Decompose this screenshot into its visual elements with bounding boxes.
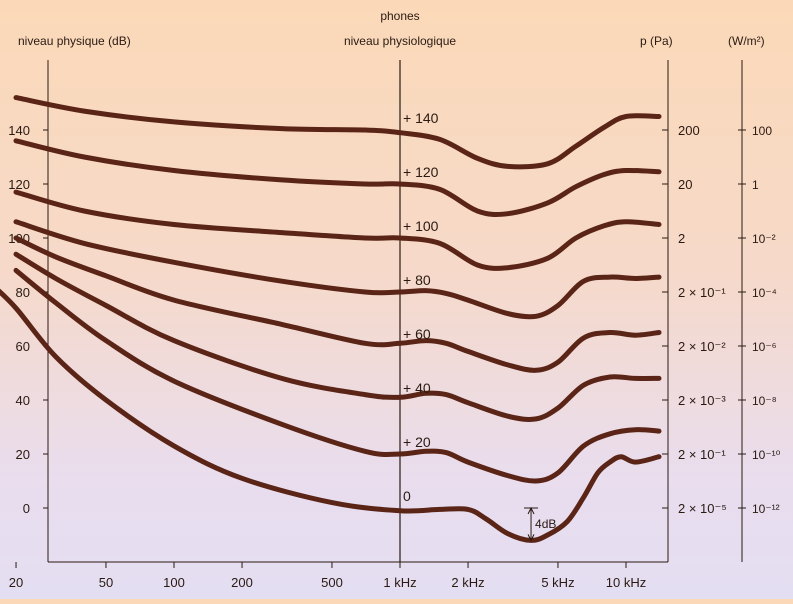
intensity-tick-label: 10⁻⁶ bbox=[752, 340, 777, 354]
curve-phon-120 bbox=[13, 138, 662, 217]
curve-label-60: + 60 bbox=[403, 326, 431, 342]
x-tick-label: 2 kHz bbox=[451, 575, 484, 590]
annotation-arrowhead-up bbox=[527, 506, 535, 515]
y-tick-label: 120 bbox=[8, 177, 30, 192]
y-tick-label: 0 bbox=[23, 501, 30, 516]
x-tick-label: 500 bbox=[321, 575, 343, 590]
y-axis-label-pressure: p (Pa) bbox=[640, 34, 673, 48]
y-tick-label: 60 bbox=[16, 339, 30, 354]
curve-label-0: 0 bbox=[403, 488, 411, 504]
pressure-tick-label: 2 × 10⁻¹ bbox=[678, 447, 726, 462]
curve-phon-20 bbox=[13, 267, 662, 484]
curve-phon-100 bbox=[13, 189, 662, 271]
x-tick-label: 1 kHz bbox=[383, 575, 416, 590]
chart-subtitle: niveau physiologique bbox=[344, 34, 456, 48]
curve-label-140: + 140 bbox=[403, 110, 439, 126]
curve-phon-0 bbox=[0, 288, 662, 543]
x-tick-label: 5 kHz bbox=[541, 575, 574, 590]
curve-phon-80 bbox=[13, 219, 662, 320]
x-tick-label: 50 bbox=[99, 575, 113, 590]
pressure-tick-label: 2 × 10⁻³ bbox=[678, 393, 726, 408]
curve-label-120: + 120 bbox=[403, 164, 439, 180]
annotation-label: 4dB bbox=[535, 517, 556, 531]
intensity-tick-label: 10⁻² bbox=[752, 232, 776, 246]
y-tick-label: 140 bbox=[8, 123, 30, 138]
chart-title: phones bbox=[380, 9, 419, 23]
pressure-tick-label: 20 bbox=[678, 177, 692, 192]
y-axis-label-left: niveau physique (dB) bbox=[18, 34, 131, 48]
intensity-tick-label: 10⁻⁸ bbox=[752, 394, 777, 408]
pressure-tick-label: 2 bbox=[678, 231, 685, 246]
curve-label-80: + 80 bbox=[403, 272, 431, 288]
x-tick-label: 10 kHz bbox=[606, 575, 646, 590]
y-tick-label: 80 bbox=[16, 285, 30, 300]
x-tick-label: 100 bbox=[163, 575, 185, 590]
pressure-tick-label: 2 × 10⁻⁵ bbox=[678, 501, 727, 516]
curve-label-20: + 20 bbox=[403, 434, 431, 450]
x-tick-label: 20 bbox=[9, 575, 23, 590]
annotation-arrowhead-down bbox=[527, 534, 535, 542]
curve-phon-40 bbox=[13, 251, 662, 422]
intensity-tick-label: 10⁻¹² bbox=[752, 502, 780, 516]
y-axis-label-intensity: (W/m²) bbox=[728, 34, 765, 48]
curve-phon-60 bbox=[13, 235, 662, 373]
curve-phon-140 bbox=[13, 95, 662, 170]
curve-label-40: + 40 bbox=[403, 380, 431, 396]
intensity-tick-label: 100 bbox=[752, 124, 772, 138]
y-tick-label: 20 bbox=[16, 447, 30, 462]
x-tick-label: 200 bbox=[231, 575, 253, 590]
intensity-tick-label: 1 bbox=[752, 178, 759, 192]
intensity-tick-label: 10⁻⁴ bbox=[752, 286, 777, 300]
pressure-tick-label: 2 × 10⁻¹ bbox=[678, 285, 726, 300]
intensity-tick-label: 10⁻¹⁰ bbox=[752, 448, 781, 462]
pressure-tick-label: 200 bbox=[678, 123, 700, 138]
curve-label-100: + 100 bbox=[403, 218, 439, 234]
y-tick-label: 40 bbox=[16, 393, 30, 408]
pressure-tick-label: 2 × 10⁻² bbox=[678, 339, 726, 354]
